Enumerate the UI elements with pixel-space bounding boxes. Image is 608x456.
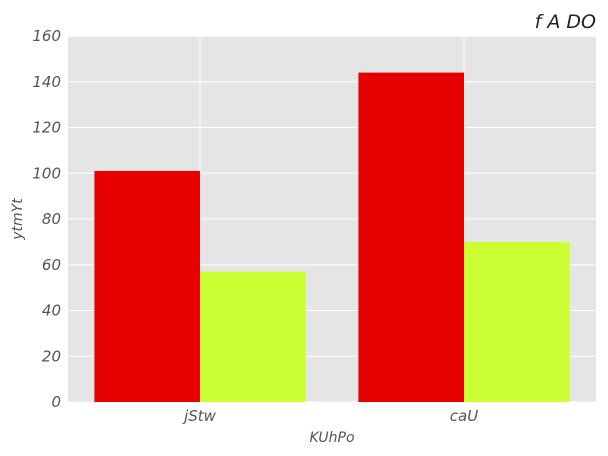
y-tick-label: 100 [32, 164, 61, 182]
y-tick-label: 0 [51, 393, 61, 411]
y-tick-label: 20 [42, 347, 61, 365]
y-axis-title: ytmYt [10, 198, 26, 241]
y-tick-label: 40 [42, 302, 61, 320]
x-tick-label: jStw [182, 407, 217, 425]
bar-caU-series-1 [358, 72, 464, 402]
y-tick-label: 120 [32, 119, 61, 137]
y-tick-label: 60 [42, 256, 61, 274]
y-tick-label: 140 [32, 73, 61, 91]
bar-jStw-series-1 [94, 170, 200, 402]
bars [94, 72, 570, 402]
chart-title: f A DO [535, 11, 596, 33]
y-axis-ticks: 0 20 40 60 80 100 120 140 160 [32, 27, 61, 411]
x-tick-label: caU [450, 407, 478, 425]
y-tick-label: 160 [32, 27, 61, 45]
y-tick-label: 80 [42, 210, 61, 228]
x-axis-title: KUhPo [309, 430, 354, 446]
bar-caU-series-2 [464, 241, 570, 402]
x-axis-ticks: jStw caU [182, 407, 478, 425]
bar-jStw-series-2 [200, 271, 306, 402]
